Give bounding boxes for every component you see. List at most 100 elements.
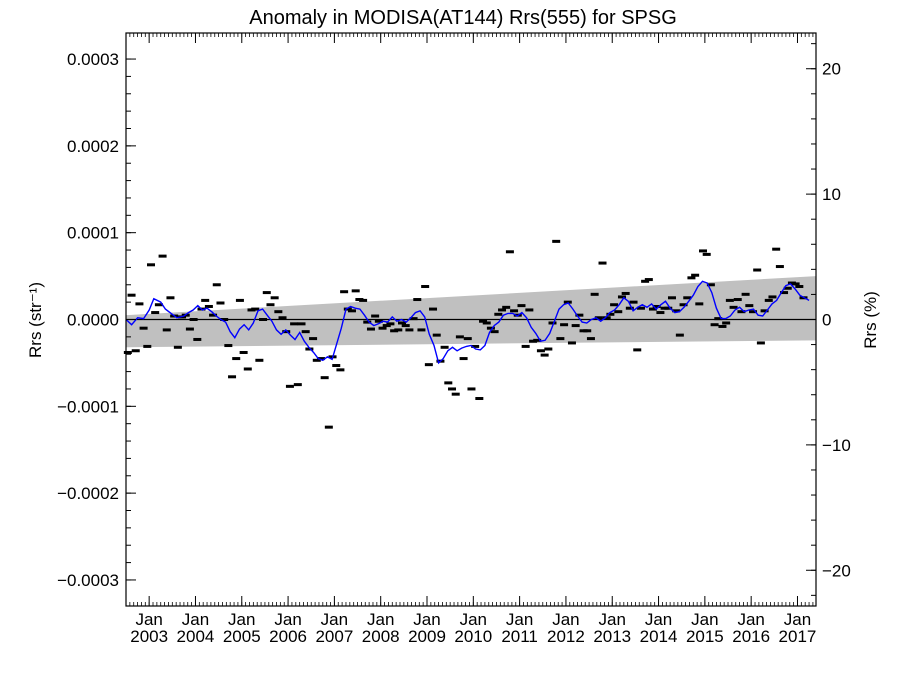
running-mean-line bbox=[125, 280, 810, 365]
monthly-anomaly-marker bbox=[471, 344, 480, 348]
monthly-anomaly-marker bbox=[201, 298, 210, 302]
monthly-anomaly-marker bbox=[529, 339, 538, 343]
monthly-anomaly-marker bbox=[135, 302, 144, 306]
monthly-anomaly-marker bbox=[127, 293, 136, 297]
x-tick-month-label: Jan bbox=[321, 610, 348, 629]
monthly-anomaly-marker bbox=[451, 392, 460, 396]
monthly-anomaly-marker bbox=[722, 321, 731, 325]
x-tick-year-label: 2015 bbox=[686, 627, 724, 646]
x-tick-month-label: Jan bbox=[506, 610, 533, 629]
x-tick-month-label: Jan bbox=[460, 610, 487, 629]
monthly-anomaly-marker bbox=[266, 303, 275, 307]
monthly-anomaly-marker bbox=[510, 309, 519, 313]
monthly-anomaly-marker bbox=[625, 306, 634, 310]
monthly-anomaly-marker bbox=[498, 308, 507, 312]
monthly-anomaly-marker bbox=[598, 261, 607, 265]
monthly-anomaly-marker bbox=[162, 328, 171, 332]
y-right-tick-label: 0 bbox=[822, 311, 831, 330]
x-tick-month-label: Jan bbox=[737, 610, 764, 629]
x-tick-month-label: Jan bbox=[228, 610, 255, 629]
monthly-anomaly-marker bbox=[571, 324, 580, 328]
monthly-anomaly-marker bbox=[737, 310, 746, 314]
monthly-anomaly-marker bbox=[421, 285, 430, 289]
monthly-anomaly-marker bbox=[166, 296, 175, 300]
x-tick-month-label: Jan bbox=[135, 610, 162, 629]
monthly-anomaly-marker bbox=[718, 324, 727, 328]
monthly-anomaly-marker bbox=[297, 322, 306, 326]
monthly-anomaly-marker bbox=[293, 383, 302, 387]
monthly-anomaly-marker bbox=[409, 317, 418, 321]
monthly-anomaly-marker bbox=[556, 337, 565, 341]
monthly-anomaly-marker bbox=[482, 321, 491, 325]
x-tick-month-label: Jan bbox=[182, 610, 209, 629]
monthly-anomaly-marker bbox=[374, 319, 383, 323]
monthly-anomaly-marker bbox=[459, 357, 468, 361]
x-tick-year-label: 2010 bbox=[454, 627, 492, 646]
monthly-anomaly-marker bbox=[536, 349, 545, 353]
monthly-anomaly-marker bbox=[189, 318, 198, 321]
monthly-anomaly-marker bbox=[749, 310, 758, 314]
monthly-anomaly-marker bbox=[652, 304, 661, 308]
monthly-anomaly-marker bbox=[440, 345, 449, 349]
monthly-anomaly-marker bbox=[629, 300, 638, 304]
monthly-anomaly-marker bbox=[695, 302, 704, 306]
monthly-anomaly-marker bbox=[212, 283, 221, 287]
monthly-anomaly-marker bbox=[401, 324, 410, 328]
monthly-anomaly-marker bbox=[390, 329, 399, 333]
monthly-anomaly-marker bbox=[262, 291, 271, 295]
y-left-tick-label: 0.0001 bbox=[67, 224, 119, 243]
monthly-anomaly-marker bbox=[204, 304, 213, 308]
monthly-anomaly-marker bbox=[479, 319, 488, 323]
monthly-anomaly-marker bbox=[151, 311, 160, 315]
x-tick-month-label: Jan bbox=[274, 610, 301, 629]
monthly-anomaly-marker bbox=[756, 341, 765, 345]
monthly-anomaly-marker bbox=[563, 300, 572, 304]
monthly-anomaly-marker bbox=[467, 387, 476, 391]
x-tick-month-label: Jan bbox=[552, 610, 579, 629]
monthly-anomaly-marker bbox=[567, 341, 576, 345]
monthly-anomaly-marker bbox=[432, 333, 441, 337]
monthly-anomaly-marker bbox=[594, 316, 603, 320]
x-tick-month-label: Jan bbox=[367, 610, 394, 629]
x-tick-year-label: 2014 bbox=[640, 627, 678, 646]
monthly-anomaly-marker bbox=[714, 317, 723, 321]
y-left-tick-label: −0.0003 bbox=[57, 571, 119, 590]
monthly-anomaly-marker bbox=[312, 358, 321, 362]
monthly-anomaly-marker bbox=[270, 296, 279, 300]
monthly-anomaly-marker bbox=[502, 305, 511, 309]
monthly-anomaly-marker bbox=[405, 328, 414, 332]
monthly-anomaly-marker bbox=[359, 298, 368, 302]
monthly-anomaly-marker bbox=[490, 330, 499, 334]
monthly-anomaly-marker bbox=[753, 268, 762, 272]
y-right-tick-label: −10 bbox=[822, 436, 851, 455]
monthly-anomaly-marker bbox=[641, 279, 650, 283]
monthly-anomaly-marker bbox=[316, 357, 325, 361]
x-tick-month-label: Jan bbox=[599, 610, 626, 629]
monthly-anomaly-marker bbox=[278, 316, 287, 320]
monthly-anomaly-marker bbox=[224, 344, 233, 348]
monthly-anomaly-marker bbox=[320, 376, 329, 380]
monthly-anomaly-marker bbox=[139, 326, 148, 330]
x-tick-year-label: 2017 bbox=[779, 627, 817, 646]
monthly-anomaly-marker bbox=[644, 278, 653, 282]
monthly-anomaly-marker bbox=[282, 330, 291, 334]
monthly-anomaly-marker bbox=[424, 363, 433, 367]
y-axis-label-right: Rrs (%) bbox=[861, 291, 880, 349]
monthly-anomaly-marker bbox=[691, 273, 700, 277]
monthly-anomaly-marker bbox=[336, 368, 345, 372]
monthly-anomaly-marker bbox=[710, 323, 719, 327]
y-left-tick-label: 0.0002 bbox=[67, 137, 119, 156]
monthly-anomaly-marker bbox=[285, 384, 294, 388]
monthly-anomaly-marker bbox=[764, 298, 773, 302]
monthly-anomaly-marker bbox=[795, 285, 804, 289]
monthly-anomaly-marker bbox=[548, 321, 557, 325]
x-tick-year-label: 2012 bbox=[547, 627, 585, 646]
monthly-anomaly-marker bbox=[521, 344, 530, 348]
monthly-anomaly-marker bbox=[791, 282, 800, 286]
monthly-anomaly-marker bbox=[398, 321, 406, 325]
monthly-anomaly-marker bbox=[725, 298, 734, 302]
x-tick-month-label: Jan bbox=[691, 610, 718, 629]
monthly-anomaly-marker bbox=[173, 345, 182, 349]
monthly-anomaly-marker bbox=[636, 306, 645, 310]
monthly-anomaly-marker bbox=[614, 310, 623, 314]
